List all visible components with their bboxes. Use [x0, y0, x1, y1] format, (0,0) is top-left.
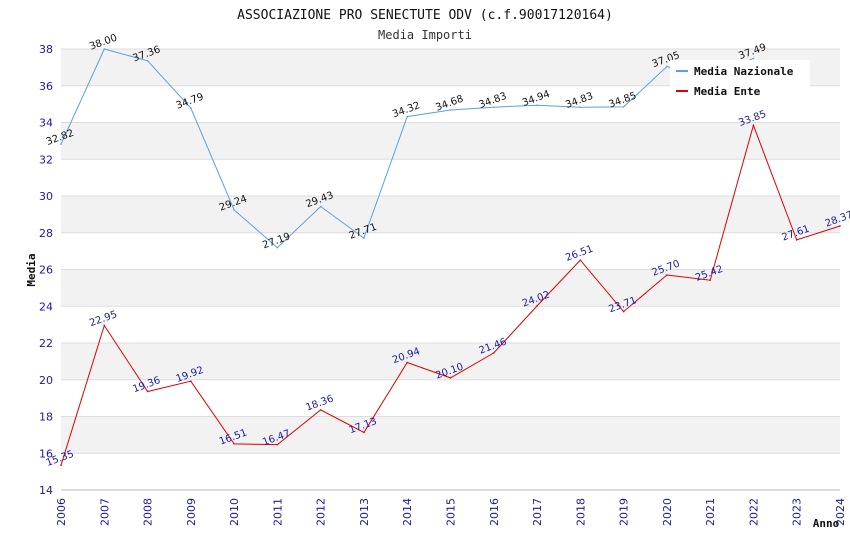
data-point	[190, 107, 192, 109]
data-point	[319, 409, 322, 411]
data-point	[622, 106, 625, 108]
data-point	[752, 124, 755, 127]
data-point	[146, 390, 149, 393]
x-tick-label: 2010	[228, 498, 241, 526]
y-tick-label: 20	[39, 374, 53, 387]
data-point	[492, 352, 495, 354]
x-axis-label: Anno	[813, 517, 840, 530]
data-label: 34.32	[391, 100, 422, 120]
x-tick-label: 2015	[445, 498, 458, 526]
data-point	[406, 361, 409, 364]
data-point	[622, 310, 625, 313]
data-point	[363, 431, 365, 434]
y-tick-label: 22	[39, 337, 53, 350]
x-tick-label: 2017	[531, 498, 544, 526]
data-label: 34.83	[564, 91, 595, 111]
data-point	[709, 279, 711, 281]
y-axis-label: Media	[25, 253, 38, 286]
legend-entry: Media Nazionale	[694, 65, 794, 78]
data-point	[579, 259, 582, 261]
chart-title: ASSOCIAZIONE PRO SENECTUTE ODV (c.f.9001…	[237, 8, 613, 23]
data-label: 34.79	[175, 92, 206, 112]
data-point	[190, 380, 192, 383]
data-point	[579, 106, 582, 109]
data-point	[276, 246, 279, 249]
y-tick-label: 16	[39, 447, 53, 460]
data-point	[666, 65, 668, 68]
data-label: 22.95	[88, 309, 119, 329]
data-point	[492, 106, 495, 109]
y-tick-label: 38	[39, 43, 53, 56]
data-point	[103, 48, 106, 50]
grid-band	[61, 269, 840, 307]
series-lines	[60, 48, 841, 466]
x-tick-label: 2021	[704, 498, 717, 526]
data-point	[276, 443, 279, 446]
data-point	[752, 57, 755, 60]
y-tick-label: 18	[39, 411, 53, 424]
y-tick-label: 30	[39, 190, 53, 203]
y-tick-label: 34	[39, 117, 53, 130]
x-tick-label: 2020	[661, 498, 674, 526]
y-axis-ticks: 14 16 18 20 22 24 26 28 30 32 34 36 38	[39, 43, 53, 497]
y-tick-label: 36	[39, 80, 53, 93]
x-tick-label: 2013	[358, 498, 371, 526]
data-label: 34.83	[478, 91, 509, 111]
x-tick-label: 2016	[488, 498, 501, 526]
y-tick-label: 14	[39, 484, 53, 497]
x-tick-label: 2023	[791, 498, 804, 526]
x-tick-label: 2019	[618, 498, 631, 526]
data-label: 34.85	[607, 90, 638, 110]
gridlines	[61, 48, 840, 491]
x-tick-label: 2024	[834, 498, 847, 526]
data-point	[60, 464, 62, 466]
data-point	[233, 209, 235, 211]
x-tick-label: 2008	[142, 498, 155, 526]
x-tick-label: 2006	[55, 498, 68, 526]
legend: Media Nazionale Media Ente	[670, 60, 810, 102]
x-tick-label: 2014	[401, 498, 414, 526]
chart-subtitle: Media Importi	[378, 28, 472, 42]
x-axis-ticks: 2006 2007 2008 2009 2010 2011 2012 2013 2014 2015…	[55, 498, 847, 526]
y-tick-label: 26	[39, 264, 53, 277]
data-point	[795, 239, 798, 241]
grid-band	[61, 196, 840, 233]
data-point	[103, 324, 106, 327]
data-label: 34.68	[434, 94, 465, 114]
data-point	[146, 59, 149, 62]
x-tick-label: 2012	[315, 498, 328, 526]
data-label: 27.19	[261, 231, 292, 251]
y-tick-label: 32	[39, 153, 53, 166]
data-point	[363, 237, 365, 239]
y-tick-label: 28	[39, 227, 53, 240]
x-tick-label: 2018	[574, 498, 587, 526]
data-point	[666, 274, 668, 276]
x-tick-label: 2009	[185, 498, 198, 526]
data-point	[233, 443, 235, 445]
grid-band	[61, 416, 840, 454]
data-point	[839, 225, 841, 227]
legend-box	[670, 60, 810, 102]
y-tick-label: 24	[39, 300, 53, 313]
x-tick-label: 2007	[98, 498, 111, 526]
data-point	[449, 109, 452, 111]
x-tick-label: 2022	[747, 498, 760, 526]
data-point	[536, 104, 538, 107]
data-point	[536, 305, 538, 307]
grid-band	[61, 343, 840, 380]
legend-entry: Media Ente	[694, 85, 761, 98]
data-point	[406, 115, 409, 118]
data-point	[449, 377, 452, 379]
data-point	[319, 205, 322, 208]
grid-band	[61, 122, 840, 160]
data-point	[60, 143, 62, 145]
x-tick-label: 2011	[271, 498, 284, 526]
